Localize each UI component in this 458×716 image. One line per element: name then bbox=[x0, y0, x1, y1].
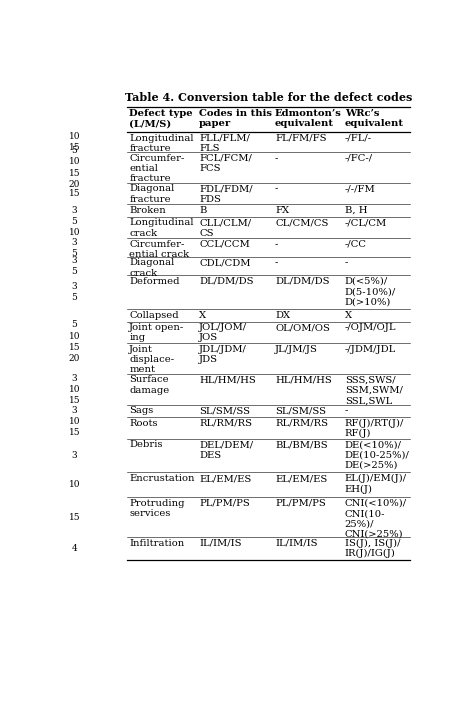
Text: -/-/FM: -/-/FM bbox=[345, 185, 376, 193]
Text: DX: DX bbox=[275, 311, 290, 320]
Text: 4: 4 bbox=[71, 544, 77, 553]
Text: -/FC-/: -/FC-/ bbox=[345, 154, 373, 163]
Text: Joint
displace-
ment: Joint displace- ment bbox=[129, 344, 174, 374]
Text: 3
5: 3 5 bbox=[71, 256, 77, 276]
Text: 3
10
15: 3 10 15 bbox=[69, 406, 80, 437]
Text: RL/RM/RS: RL/RM/RS bbox=[199, 419, 252, 427]
Text: Deformed: Deformed bbox=[129, 277, 180, 286]
Text: DL/DM/DS: DL/DM/DS bbox=[199, 277, 254, 286]
Text: 3
5
10: 3 5 10 bbox=[69, 205, 80, 237]
Text: SSS,SWS/
SSM,SWM/
SSL,SWL: SSS,SWS/ SSM,SWM/ SSL,SWL bbox=[345, 375, 403, 405]
Text: EL/EM/ES: EL/EM/ES bbox=[199, 474, 251, 483]
Text: Edmonton’s
equivalent: Edmonton’s equivalent bbox=[275, 109, 342, 128]
Text: Diagonal
crack: Diagonal crack bbox=[129, 258, 174, 278]
Text: -/CL/CM: -/CL/CM bbox=[345, 218, 387, 228]
Text: PL/PM/PS: PL/PM/PS bbox=[275, 498, 326, 508]
Text: FDL/FDM/
FDS: FDL/FDM/ FDS bbox=[199, 185, 253, 204]
Text: BL/BM/BS: BL/BM/BS bbox=[275, 440, 327, 449]
Text: X: X bbox=[345, 311, 352, 320]
Text: CNI(<10%)/
CNI(10-
25%)/
CNI(>25%): CNI(<10%)/ CNI(10- 25%)/ CNI(>25%) bbox=[345, 498, 407, 539]
Text: EL/EM/ES: EL/EM/ES bbox=[275, 474, 327, 483]
Text: Infiltration: Infiltration bbox=[129, 538, 185, 548]
Text: 15: 15 bbox=[69, 189, 80, 198]
Text: CCL/CCM: CCL/CCM bbox=[199, 240, 250, 249]
Text: EL(J)/EM(J)/
EH(J): EL(J)/EM(J)/ EH(J) bbox=[345, 474, 407, 493]
Text: IL/IM/IS: IL/IM/IS bbox=[275, 538, 317, 548]
Text: HL/HM/HS: HL/HM/HS bbox=[275, 375, 332, 384]
Text: Defect type
(L/M/S): Defect type (L/M/S) bbox=[129, 109, 193, 128]
Text: PL/PM/PS: PL/PM/PS bbox=[199, 498, 250, 508]
Text: Broken: Broken bbox=[129, 206, 166, 215]
Text: RF(J)/RT(J)/
RF(J): RF(J)/RT(J)/ RF(J) bbox=[345, 419, 404, 438]
Text: Codes in this
paper: Codes in this paper bbox=[199, 109, 272, 128]
Text: SL/SM/SS: SL/SM/SS bbox=[275, 406, 326, 415]
Text: DL/DM/DS: DL/DM/DS bbox=[275, 277, 329, 286]
Text: B: B bbox=[199, 206, 207, 215]
Text: 10
15: 10 15 bbox=[69, 132, 80, 153]
Text: JL/JM/JS: JL/JM/JS bbox=[275, 344, 318, 354]
Text: 15: 15 bbox=[69, 513, 80, 522]
Text: DEL/DEM/
DES: DEL/DEM/ DES bbox=[199, 440, 253, 460]
Text: Longitudinal
fracture: Longitudinal fracture bbox=[129, 134, 194, 153]
Text: 3
5: 3 5 bbox=[71, 238, 77, 258]
Text: -: - bbox=[275, 185, 278, 193]
Text: Debris: Debris bbox=[129, 440, 163, 449]
Text: 10: 10 bbox=[69, 480, 80, 489]
Text: D(<5%)/
D(5-10%)/
D(>10%): D(<5%)/ D(5-10%)/ D(>10%) bbox=[345, 277, 396, 306]
Text: IL/IM/IS: IL/IM/IS bbox=[199, 538, 241, 548]
Text: Surface
damage: Surface damage bbox=[129, 375, 169, 395]
Text: -: - bbox=[275, 154, 278, 163]
Text: CL/CM/CS: CL/CM/CS bbox=[275, 218, 328, 228]
Text: Table 4. Conversion table for the defect codes: Table 4. Conversion table for the defect… bbox=[125, 92, 412, 103]
Text: IS(J), IS(J)/
IR(J)/IG(J): IS(J), IS(J)/ IR(J)/IG(J) bbox=[345, 538, 400, 558]
Text: -/JDM/JDL: -/JDM/JDL bbox=[345, 344, 396, 354]
Text: 5
10
15
20: 5 10 15 20 bbox=[69, 146, 80, 189]
Text: Circumfer-
ential crack: Circumfer- ential crack bbox=[129, 240, 190, 259]
Text: Collapsed: Collapsed bbox=[129, 311, 179, 320]
Text: -: - bbox=[345, 406, 348, 415]
Text: 3
10
15: 3 10 15 bbox=[69, 374, 80, 405]
Text: -/OJM/OJL: -/OJM/OJL bbox=[345, 323, 396, 332]
Text: CLL/CLM/
CS: CLL/CLM/ CS bbox=[199, 218, 251, 238]
Text: Protruding
services: Protruding services bbox=[129, 498, 185, 518]
Text: RL/RM/RS: RL/RM/RS bbox=[275, 419, 328, 427]
Text: -/CC: -/CC bbox=[345, 240, 367, 249]
Text: 5
10
15
20: 5 10 15 20 bbox=[69, 320, 80, 363]
Text: SL/SM/SS: SL/SM/SS bbox=[199, 406, 250, 415]
Text: 3: 3 bbox=[71, 451, 77, 460]
Text: -: - bbox=[345, 258, 348, 267]
Text: Longitudinal
crack: Longitudinal crack bbox=[129, 218, 194, 238]
Text: Sags: Sags bbox=[129, 406, 153, 415]
Text: -/FL/-: -/FL/- bbox=[345, 134, 372, 142]
Text: OL/OM/OS: OL/OM/OS bbox=[275, 323, 330, 332]
Text: B, H: B, H bbox=[345, 206, 367, 215]
Text: -: - bbox=[275, 258, 278, 267]
Text: Circumfer-
ential
fracture: Circumfer- ential fracture bbox=[129, 154, 185, 183]
Text: FX: FX bbox=[275, 206, 289, 215]
Text: HL/HM/HS: HL/HM/HS bbox=[199, 375, 256, 384]
Text: 3
5: 3 5 bbox=[71, 282, 77, 302]
Text: DE(<10%)/
DE(10-25%)/
DE(>25%): DE(<10%)/ DE(10-25%)/ DE(>25%) bbox=[345, 440, 409, 470]
Text: JOL/JOM/
JOS: JOL/JOM/ JOS bbox=[199, 323, 247, 342]
Text: X: X bbox=[199, 311, 206, 320]
Text: WRc’s
equivalent: WRc’s equivalent bbox=[345, 109, 404, 128]
Text: -: - bbox=[275, 240, 278, 249]
Text: FCL/FCM/
FCS: FCL/FCM/ FCS bbox=[199, 154, 252, 173]
Text: Encrustation: Encrustation bbox=[129, 474, 195, 483]
Text: JDL/JDM/
JDS: JDL/JDM/ JDS bbox=[199, 344, 247, 364]
Text: Diagonal
fracture: Diagonal fracture bbox=[129, 185, 174, 204]
Text: CDL/CDM: CDL/CDM bbox=[199, 258, 251, 267]
Text: FLL/FLM/
FLS: FLL/FLM/ FLS bbox=[199, 134, 250, 153]
Text: FL/FM/FS: FL/FM/FS bbox=[275, 134, 327, 142]
Text: Joint open-
ing: Joint open- ing bbox=[129, 323, 185, 342]
Text: Roots: Roots bbox=[129, 419, 158, 427]
